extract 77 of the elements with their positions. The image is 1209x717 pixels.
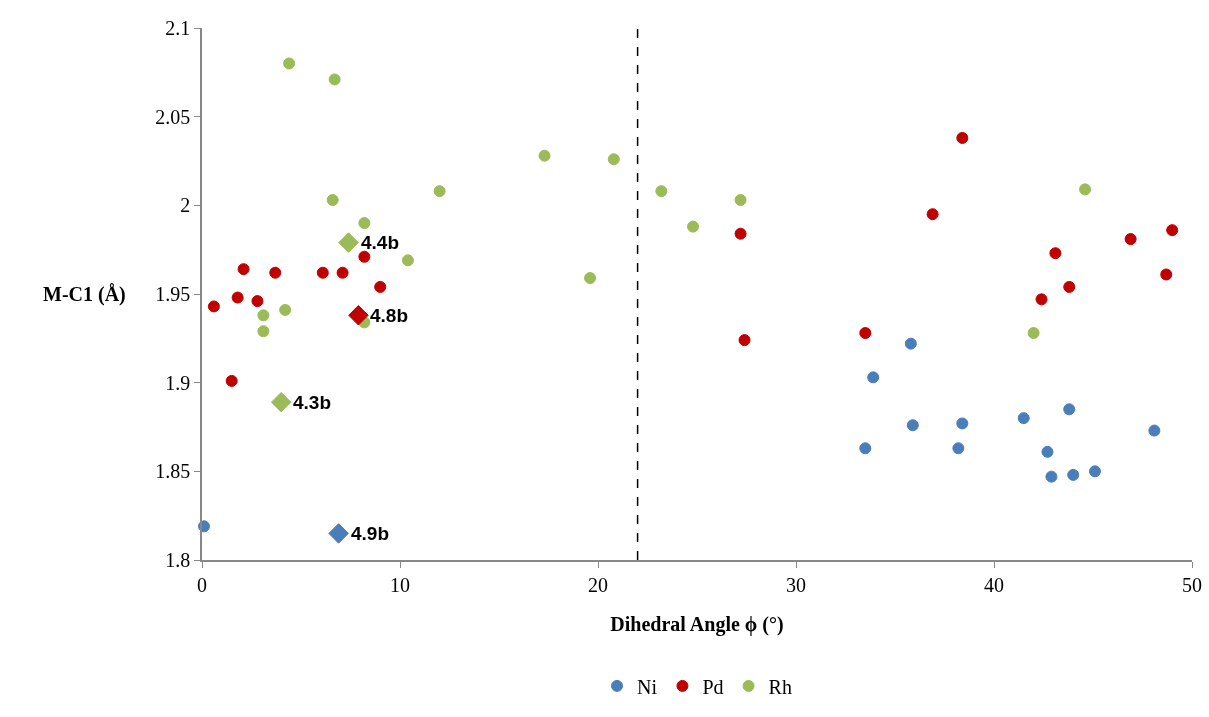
y-tick-label: 1.8 (165, 549, 191, 571)
point (326, 194, 339, 207)
point (538, 149, 551, 162)
point (956, 131, 969, 144)
point (1041, 445, 1054, 458)
point (1035, 293, 1048, 306)
point (338, 232, 359, 253)
y-tick-label: 2 (180, 194, 191, 217)
point (1027, 327, 1040, 340)
x-axis-title: Dihedral Angle ϕ (°) (610, 612, 784, 636)
point (687, 220, 700, 233)
x-tick-label: 40 (984, 573, 1004, 596)
annotation: 4.3b (293, 392, 332, 413)
y-tick-label: 1.85 (155, 460, 191, 483)
point (251, 295, 264, 308)
point (956, 417, 969, 430)
point (1063, 403, 1076, 416)
x-tick-label: 50 (1182, 573, 1202, 596)
point (607, 153, 620, 166)
point (734, 227, 747, 240)
point (433, 185, 446, 198)
x-tick-label: 30 (786, 573, 806, 596)
point (279, 303, 292, 316)
point (374, 280, 387, 293)
point (237, 263, 250, 276)
point (269, 266, 282, 279)
legend-label: Pd (702, 675, 724, 698)
point (1045, 470, 1058, 483)
point (358, 250, 371, 263)
point (1049, 247, 1062, 260)
point (348, 305, 369, 326)
point (1166, 224, 1179, 237)
point (584, 272, 597, 285)
point (207, 300, 220, 313)
point (655, 185, 668, 198)
point (859, 327, 872, 340)
point (1088, 465, 1101, 478)
point (358, 217, 371, 230)
point (336, 266, 349, 279)
point (328, 523, 349, 544)
annotation: 4.8b (370, 305, 409, 326)
point (257, 309, 270, 322)
point (1017, 412, 1030, 425)
x-tick-label: 20 (588, 573, 608, 596)
point (401, 254, 414, 267)
point (270, 391, 292, 413)
point (1067, 468, 1080, 481)
y-tick-label: 1.9 (165, 371, 191, 394)
y-tick-label: 1.95 (155, 283, 191, 305)
point (734, 194, 747, 207)
point (328, 73, 341, 86)
y-tick-label: 2.05 (155, 105, 191, 128)
point (225, 374, 238, 387)
point (316, 266, 329, 279)
y-tick-label: 2.1 (165, 17, 191, 39)
point (283, 57, 296, 70)
point (906, 419, 919, 432)
x-tick-label: 10 (390, 573, 410, 596)
point (1063, 280, 1076, 293)
annotation: 4.4b (361, 232, 400, 253)
point (1079, 183, 1092, 196)
point (952, 442, 965, 455)
y-axis-title: M-C1 (Å) (43, 283, 126, 306)
point (738, 334, 751, 347)
point (926, 208, 939, 221)
legend-label: Ni (637, 675, 658, 698)
point (257, 325, 270, 338)
point (904, 337, 917, 350)
point (1148, 424, 1161, 437)
x-tick-label: 0 (197, 573, 207, 596)
point (867, 371, 880, 384)
point (231, 291, 244, 304)
point (1124, 233, 1137, 246)
point (1160, 268, 1173, 281)
point (859, 442, 872, 455)
annotation: 4.9b (351, 523, 390, 544)
legend-label: Rh (768, 675, 792, 698)
